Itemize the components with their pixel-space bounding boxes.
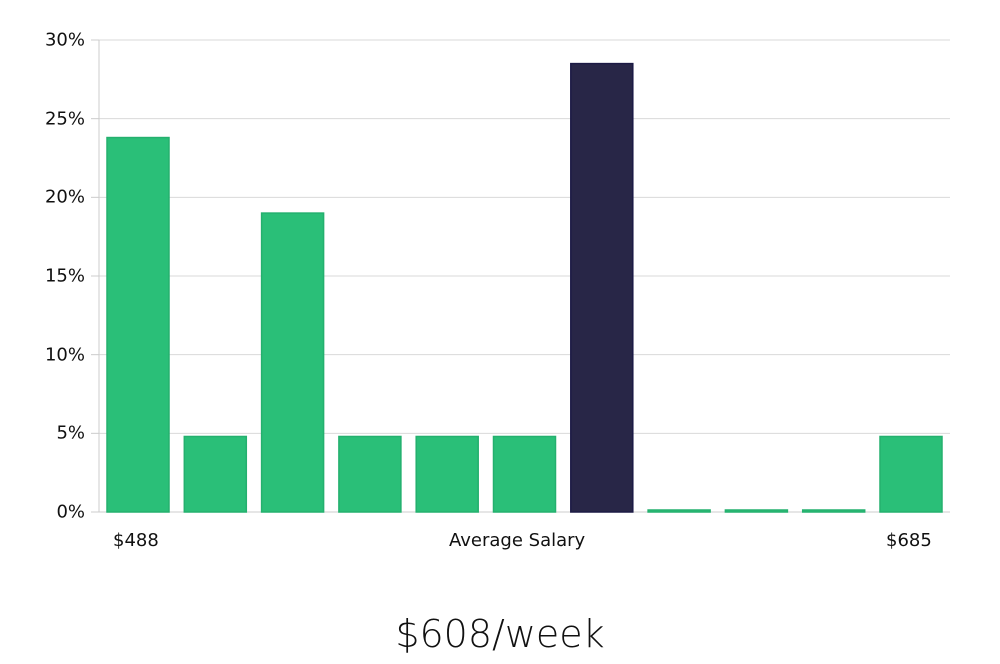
average-salary-headline: $608/week <box>395 612 605 656</box>
histogram-bar <box>724 509 789 513</box>
histogram-bar <box>647 509 711 513</box>
histogram-bar <box>106 136 170 513</box>
y-tick-label: 0% <box>56 501 85 523</box>
y-tick-label: 20% <box>44 186 85 208</box>
histogram-bar <box>492 435 557 513</box>
x-min-label: $488 <box>113 530 159 551</box>
histogram-bar <box>879 435 943 513</box>
y-tick-label: 10% <box>44 344 85 366</box>
x-max-label: $685 <box>886 530 932 551</box>
y-tick-label: 30% <box>44 29 85 51</box>
histogram-bar <box>338 435 402 513</box>
histogram-bar <box>183 435 248 513</box>
y-tick-label: 15% <box>44 265 85 287</box>
x-axis-label: Average Salary <box>449 530 586 551</box>
highlighted-bar <box>570 62 634 513</box>
histogram-bar <box>801 509 866 513</box>
histogram-bar <box>415 435 479 513</box>
histogram-bar <box>260 212 325 513</box>
y-tick-label: 5% <box>56 422 85 444</box>
y-tick-label: 25% <box>44 108 85 130</box>
